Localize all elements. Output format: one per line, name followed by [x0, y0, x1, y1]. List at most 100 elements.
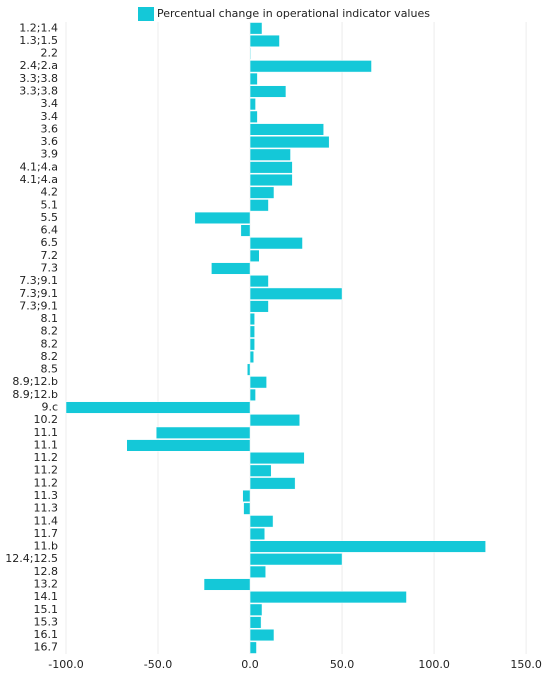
- bar: [249, 477, 296, 490]
- bar: [243, 502, 251, 515]
- y-tick-label: 8.9;12.b: [12, 388, 58, 401]
- bar: [249, 72, 258, 85]
- y-tick-label: 11.1: [34, 426, 59, 439]
- y-tick-label: 3.4: [41, 97, 59, 110]
- bar: [155, 426, 251, 439]
- y-tick-label: 16.7: [34, 641, 59, 654]
- bar: [249, 641, 257, 654]
- bar: [249, 603, 263, 616]
- y-tick-label: 11.2: [34, 464, 59, 477]
- bar: [249, 464, 272, 477]
- y-tick-label: 5.1: [41, 198, 59, 211]
- bar: [203, 578, 251, 591]
- bar: [249, 199, 269, 212]
- y-tick-label: 3.3;3.8: [19, 85, 58, 98]
- y-tick-label: 8.2: [41, 350, 59, 363]
- y-tick-label: 11.3: [34, 489, 59, 502]
- bar: [240, 224, 251, 237]
- y-tick-label: 10.2: [34, 413, 59, 426]
- y-tick-label: 7.3;9.1: [19, 287, 58, 300]
- y-tick-label: 15.3: [34, 615, 59, 628]
- y-tick-label: 15.1: [34, 603, 59, 616]
- bar: [249, 249, 260, 262]
- bar: [249, 350, 254, 364]
- bar: [211, 262, 251, 275]
- y-tick-label: 1.3;1.5: [19, 34, 58, 47]
- y-tick-label: 8.2: [41, 325, 59, 338]
- y-tick-label: 7.3;9.1: [19, 299, 58, 312]
- y-tick-label: 8.1: [41, 312, 59, 325]
- bar: [126, 439, 251, 452]
- y-tick-label: 3.3;3.8: [19, 72, 58, 85]
- bar: [249, 123, 324, 136]
- y-tick-label: 4.1;4.a: [20, 173, 58, 186]
- y-tick-label: 11.b: [34, 540, 58, 553]
- y-tick-label: 2.4;2.a: [20, 59, 58, 72]
- y-tick-label: 11.2: [34, 451, 59, 464]
- x-tick-label: -100.0: [48, 658, 83, 671]
- bar: [249, 414, 300, 427]
- y-tick-label: 8.9;12.b: [12, 375, 58, 388]
- y-tick-label: 11.2: [34, 476, 59, 489]
- bar: [249, 376, 267, 389]
- bar: [249, 591, 407, 604]
- bar: [65, 401, 251, 414]
- x-tick-label: 50.0: [330, 658, 355, 671]
- x-tick-label: -50.0: [144, 658, 172, 671]
- bar: [249, 136, 330, 149]
- y-tick-label: 5.5: [41, 211, 59, 224]
- y-tick-label: 14.1: [34, 590, 59, 603]
- bar: [249, 540, 486, 553]
- bar: [249, 161, 293, 174]
- bar: [249, 325, 255, 338]
- bar: [249, 60, 372, 73]
- x-tick-label: 0.0: [241, 658, 259, 671]
- y-tick-label: 6.5: [41, 236, 59, 249]
- y-tick-label: 1.2;1.4: [19, 21, 58, 34]
- bar: [249, 110, 258, 123]
- x-tick-label: 150.0: [510, 658, 542, 671]
- y-tick-label: 12.4;12.5: [5, 552, 58, 565]
- y-tick-label: 9.c: [41, 401, 58, 414]
- y-tick-label: 3.6: [41, 122, 59, 135]
- bar: [249, 275, 269, 288]
- y-tick-label: 4.2: [41, 186, 59, 199]
- y-tick-label: 8.5: [41, 363, 59, 376]
- bar: [249, 237, 303, 250]
- y-tick-label: 3.6: [41, 135, 59, 148]
- bar: [249, 452, 305, 465]
- y-tick-label: 7.2: [41, 249, 59, 262]
- bar: [249, 553, 343, 566]
- bar: [249, 388, 256, 401]
- bar: [249, 85, 287, 98]
- bar: [249, 300, 269, 313]
- y-tick-label: 13.2: [34, 577, 59, 590]
- bar: [249, 98, 256, 111]
- bar: [249, 616, 262, 629]
- bar: [249, 338, 255, 351]
- y-tick-label: 16.1: [34, 628, 59, 641]
- y-tick-label: 11.7: [34, 527, 59, 540]
- y-tick-label: 7.3;9.1: [19, 274, 58, 287]
- legend-swatch: [138, 7, 154, 21]
- bar: [249, 515, 274, 528]
- y-tick-label: 6.4: [41, 224, 59, 237]
- bar: [249, 287, 343, 300]
- y-tick-label: 11.3: [34, 502, 59, 515]
- y-tick-label: 11.1: [34, 438, 59, 451]
- bar: [249, 527, 266, 540]
- y-tick-label: 4.1;4.a: [20, 160, 58, 173]
- bar: [249, 47, 252, 60]
- bar: [242, 489, 251, 503]
- bar: [249, 148, 291, 161]
- x-tick-label: 100.0: [418, 658, 450, 671]
- y-tick-label: 11.4: [34, 514, 59, 527]
- y-tick-label: 3.9: [41, 148, 59, 161]
- y-tick-label: 3.4: [41, 110, 59, 123]
- y-tick-label: 7.3: [41, 261, 59, 274]
- y-tick-label: 12.8: [34, 565, 59, 578]
- y-tick-label: 8.2: [41, 337, 59, 350]
- bar: [249, 186, 275, 199]
- bar: [247, 363, 251, 376]
